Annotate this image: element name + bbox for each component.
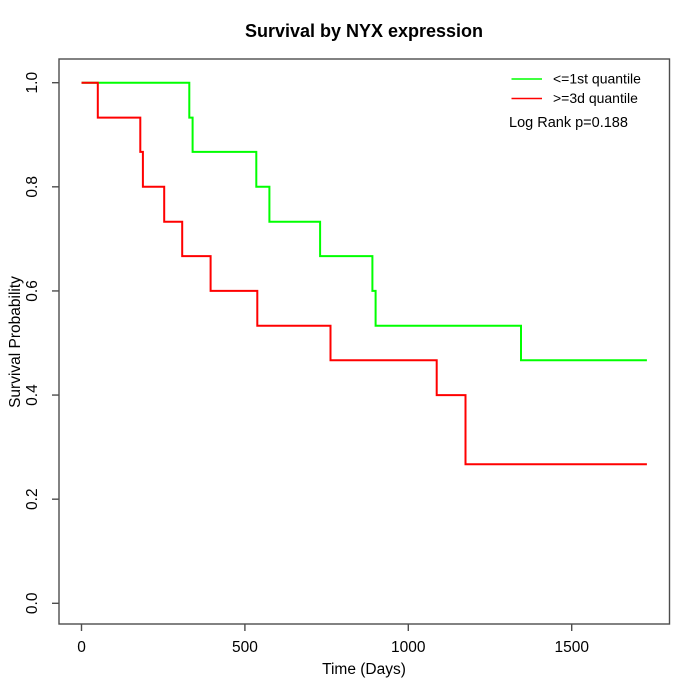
y-axis-tick-label: 0.2 [24, 488, 41, 510]
x-axis-label: Time (Days) [322, 661, 406, 678]
km-curve-high-expression [81, 81, 647, 466]
logrank-pvalue-annotation: Log Rank p=0.188 [509, 115, 628, 131]
legend-label-high-expression: >=3d quantile [553, 90, 638, 106]
y-axis-tick-label: 0.4 [24, 384, 41, 406]
legend-label-low-expression: <=1st quantile [553, 71, 641, 87]
km-curve-low-expression [81, 81, 647, 362]
plot-area: 0 500 1000 1500 0.0 0.2 0.4 0.6 0.8 1.0 [24, 58, 671, 656]
x-axis-tick-label: 500 [232, 639, 258, 656]
x-axis-tick-label: 1500 [554, 639, 589, 656]
chart-title: Survival by NYX expression [245, 21, 483, 41]
legend: <=1st quantile >=3d quantile Log Rank p=… [509, 71, 641, 132]
y-axis-label: Survival Probability [7, 276, 24, 408]
y-axis-tick-label: 1.0 [24, 72, 41, 94]
x-axis-tick-label: 1000 [391, 639, 426, 656]
plot-frame [58, 58, 671, 625]
x-axis-tick-label: 0 [77, 639, 86, 656]
y-axis-tick-label: 0.8 [24, 176, 41, 198]
y-axis-tick-label: 0.6 [24, 280, 41, 302]
y-axis-tick-label: 0.0 [24, 592, 41, 614]
